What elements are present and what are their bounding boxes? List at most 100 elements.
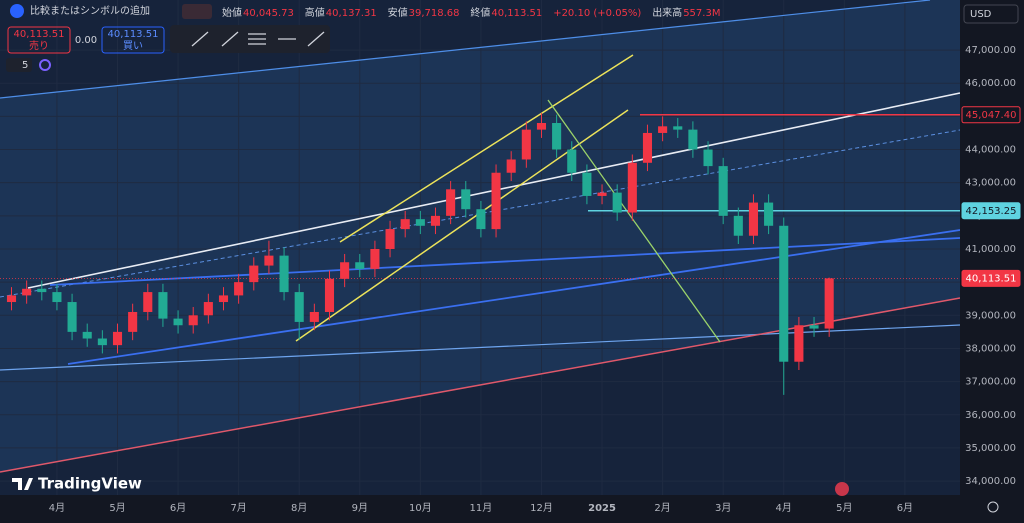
y-tick-label: 39,000.00 xyxy=(965,310,1016,321)
candle-body xyxy=(188,315,198,326)
buy-price: 40,113.51 xyxy=(108,29,159,40)
y-tick-label: 36,000.00 xyxy=(965,410,1016,421)
candle-body xyxy=(173,318,183,326)
ohlc-value: 40,045.73 xyxy=(243,8,294,19)
y-tick-label: 38,000.00 xyxy=(965,343,1016,354)
sell-button[interactable] xyxy=(7,26,71,54)
candle-body xyxy=(733,215,743,236)
candle-body xyxy=(22,288,32,296)
x-tick-label: 2025 xyxy=(588,503,616,514)
price-label-box xyxy=(961,269,1021,287)
sell-price: 40,113.51 xyxy=(14,29,65,40)
sell-label: 売り xyxy=(29,39,49,52)
candle-body xyxy=(491,172,501,230)
volume-label: 出来高 xyxy=(652,6,682,19)
price-label-box xyxy=(961,202,1021,220)
settings-icon[interactable] xyxy=(987,501,999,513)
currency: USD xyxy=(970,9,992,20)
x-tick-label: 11月 xyxy=(470,502,493,514)
toolbar-icons[interactable] xyxy=(191,31,325,47)
symbol-icon[interactable] xyxy=(10,4,24,18)
ohlc-label: 安値 xyxy=(388,6,408,19)
spread: 0.00 xyxy=(75,35,97,46)
currency-select[interactable] xyxy=(963,4,1019,24)
tool-icon[interactable] xyxy=(307,31,325,47)
y-tick-label: 35,000.00 xyxy=(965,443,1016,454)
symbol-search[interactable]: 比較またはシンボルの追加 xyxy=(30,4,150,17)
channel-line xyxy=(0,0,931,99)
tool-icon[interactable] xyxy=(221,31,239,47)
candle-body xyxy=(67,302,77,332)
candle-body xyxy=(203,302,213,316)
ohlc-label: 終値 xyxy=(470,6,490,19)
candle-body xyxy=(294,292,304,322)
candle-body xyxy=(340,262,350,279)
buy-button[interactable] xyxy=(101,26,165,54)
candle-body xyxy=(249,265,259,283)
tool-icon[interactable] xyxy=(191,31,209,47)
candle-body xyxy=(642,132,653,163)
ohlc-value: 39,718.68 xyxy=(409,8,460,19)
candle-body xyxy=(37,288,47,293)
x-tick-label: 12月 xyxy=(530,502,553,514)
candle-body xyxy=(536,123,547,130)
x-tick-label: 9月 xyxy=(352,502,368,514)
compare-button[interactable] xyxy=(182,4,212,19)
trend-line xyxy=(295,109,629,342)
candle-body xyxy=(718,166,728,216)
y-tick-label: 43,000.00 xyxy=(965,178,1016,189)
candle-body xyxy=(218,295,229,303)
candle-body xyxy=(143,292,153,312)
indicator-toggle[interactable] xyxy=(6,58,32,72)
x-tick-label: 7月 xyxy=(230,502,246,514)
price-axis xyxy=(960,0,1024,519)
candle-body xyxy=(597,192,607,196)
candle-body xyxy=(476,209,486,230)
candle-body xyxy=(415,219,425,226)
candle-body xyxy=(779,225,789,362)
channel-fill xyxy=(0,0,960,472)
settings-icon[interactable] xyxy=(39,59,51,71)
candle-body xyxy=(385,229,395,249)
event-icon[interactable] xyxy=(835,482,849,496)
y-tick-label: 41,000.00 xyxy=(965,244,1016,255)
y-tick-label: 44,000.00 xyxy=(965,145,1016,156)
y-tick-label: 34,000.00 xyxy=(965,476,1016,487)
candle-body xyxy=(627,162,637,213)
candle-body xyxy=(809,325,819,329)
trend-line xyxy=(49,237,961,286)
ohlc-value: 40,137.31 xyxy=(326,8,377,19)
candle-body xyxy=(688,129,698,150)
time-axis xyxy=(0,495,960,519)
candle-body xyxy=(673,126,683,130)
candle-body xyxy=(234,282,244,296)
candle-body xyxy=(567,149,577,173)
ohlc-label: 始値 xyxy=(222,6,242,19)
price-label: 40,113.51 xyxy=(966,273,1017,284)
trend-line xyxy=(0,129,961,298)
candle-body xyxy=(748,202,759,236)
trend-line xyxy=(67,229,961,365)
candle-body xyxy=(461,189,471,210)
candle-body xyxy=(446,189,456,216)
y-tick-label: 47,000.00 xyxy=(965,45,1016,56)
x-tick-label: 6月 xyxy=(897,502,913,514)
y-tick-label: 37,000.00 xyxy=(965,377,1016,388)
candle-body xyxy=(430,215,441,226)
x-tick-label: 4月 xyxy=(49,502,65,514)
price-label: 42,153.25 xyxy=(966,206,1017,217)
candle-body xyxy=(506,159,516,173)
candle-body xyxy=(370,248,380,269)
candle-body xyxy=(824,278,834,329)
candle-body xyxy=(355,262,365,269)
x-tick-label: 4月 xyxy=(776,502,792,514)
axes: 34,000.00 35,000.00 36,000.00 37,000.00 38,0… xyxy=(49,45,1021,514)
candle-body xyxy=(6,295,17,303)
ohlc-legend: 始値 40,045.73 高値 40,137.31 安値 39,718.68 終値 40,11… xyxy=(222,6,720,19)
x-tick-label: 2月 xyxy=(654,502,670,514)
x-tick-label: 6月 xyxy=(170,502,186,514)
candle-body xyxy=(764,202,774,226)
candle-body xyxy=(794,325,804,362)
ohlc-label: 高値 xyxy=(305,6,325,19)
candle-body xyxy=(521,129,531,160)
